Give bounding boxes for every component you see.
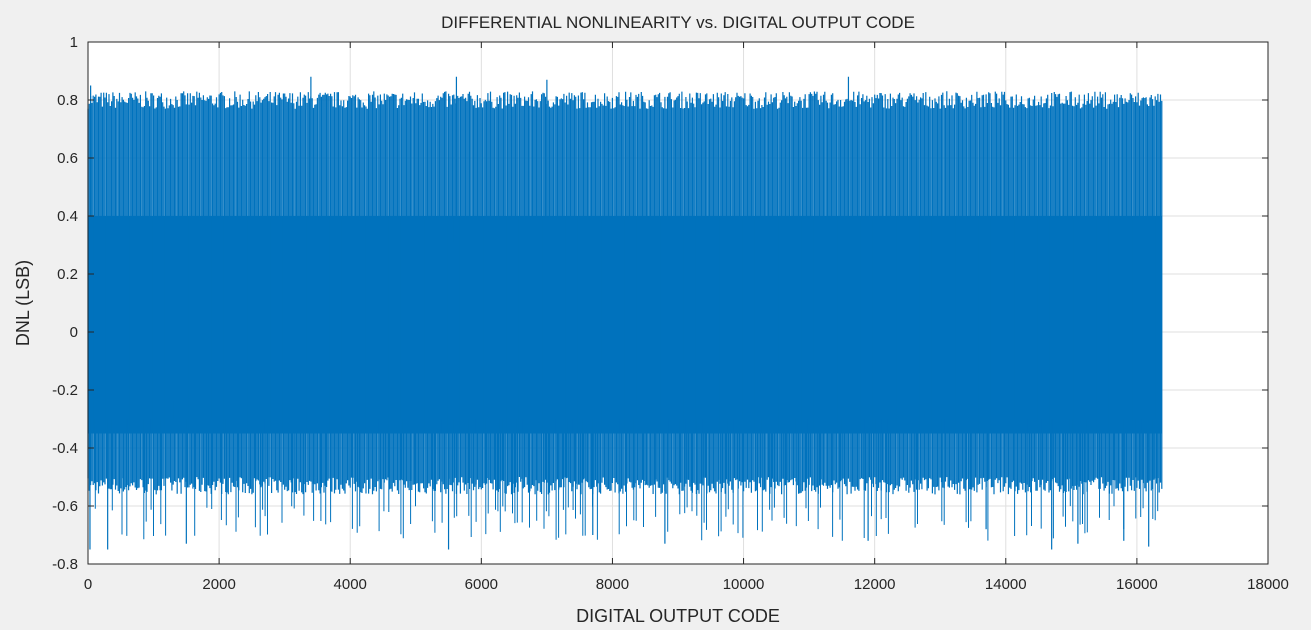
y-tick-label: -0.8	[52, 556, 78, 573]
x-tick-label: 4000	[334, 576, 367, 593]
data-series	[87, 76, 1163, 550]
x-tick-label: 2000	[202, 576, 235, 593]
y-tick-label: -0.2	[52, 382, 78, 399]
y-tick-label: -0.4	[52, 440, 78, 457]
x-tick-label: 12000	[854, 576, 896, 593]
x-tick-label: 8000	[596, 576, 629, 593]
y-tick-label: 0.4	[57, 208, 78, 225]
x-axis-label: DIGITAL OUTPUT CODE	[576, 606, 780, 626]
y-tick-label: 0	[70, 324, 78, 341]
x-tick-label: 6000	[465, 576, 498, 593]
axes-box	[87, 41, 1269, 565]
y-tick-label: 0.6	[57, 150, 78, 167]
y-tick-label: 0.8	[57, 92, 78, 109]
y-tick-label: 0.2	[57, 266, 78, 283]
y-axis-label: DNL (LSB)	[13, 260, 33, 346]
x-tick-label: 18000	[1247, 576, 1289, 593]
x-tick-label: 16000	[1116, 576, 1158, 593]
dnl-negative-excursions	[94, 419, 1159, 541]
x-tick-label: 14000	[985, 576, 1027, 593]
chart-title: DIFFERENTIAL NONLINEARITY vs. DIGITAL OU…	[441, 13, 915, 32]
y-tick-label: 1	[70, 34, 78, 51]
x-tick-label: 0	[84, 576, 92, 593]
x-tick-label: 10000	[723, 576, 765, 593]
y-tick-label: -0.6	[52, 498, 78, 515]
tick-labels: 0 2000 4000 6000 8000 10000 12000 14000 16000 180…	[52, 34, 1289, 593]
